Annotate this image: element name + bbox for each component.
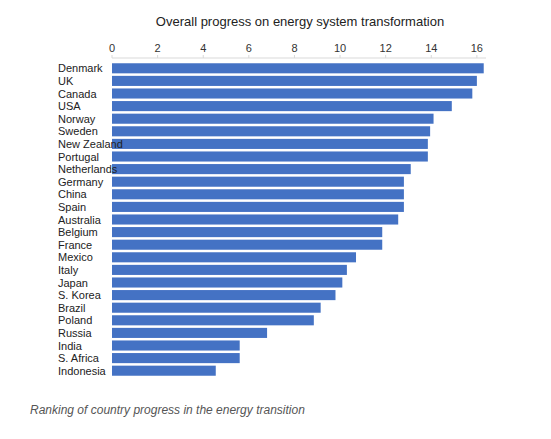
bar: [112, 240, 382, 250]
category-label: S. Africa: [58, 352, 100, 364]
category-label: Indonesia: [58, 365, 107, 377]
category-label: S. Korea: [58, 289, 102, 301]
bar: [112, 214, 398, 224]
bar: [112, 139, 428, 149]
bar: [112, 252, 356, 262]
category-label: Japan: [58, 277, 88, 289]
tick-label: 14: [425, 42, 437, 54]
category-label: Russia: [58, 327, 93, 339]
bar: [112, 88, 472, 98]
bar: [112, 151, 428, 161]
axis-line: [112, 58, 486, 59]
tick-mark: [431, 55, 432, 58]
bar: [112, 126, 430, 136]
category-label: Italy: [58, 264, 79, 276]
bar: [112, 114, 434, 124]
category-label: Germany: [58, 176, 104, 188]
category-label: India: [58, 340, 83, 352]
bar: [112, 366, 216, 376]
tick-label: 6: [246, 42, 252, 54]
tick-label: 4: [200, 42, 206, 54]
category-label: Canada: [58, 88, 97, 100]
bar: [112, 353, 240, 363]
category-label: Poland: [58, 314, 92, 326]
bar: [112, 177, 404, 187]
bar: [112, 290, 335, 300]
category-label: Spain: [58, 201, 86, 213]
category-label: UK: [58, 75, 74, 87]
bar: [112, 63, 484, 73]
tick-label: 8: [291, 42, 297, 54]
category-label: Sweden: [58, 125, 98, 137]
tick-label: 16: [471, 42, 483, 54]
tick-mark: [248, 55, 249, 58]
bar: [112, 265, 347, 275]
tick-mark: [385, 55, 386, 58]
tick-mark: [476, 55, 477, 58]
category-label: Belgium: [58, 226, 98, 238]
bar: [112, 164, 411, 174]
bar: [112, 202, 404, 212]
category-label: Australia: [58, 214, 102, 226]
bar: [112, 227, 382, 237]
caption: Ranking of country progress in the energ…: [30, 403, 305, 417]
tick-mark: [112, 55, 113, 58]
title: Overall progress on energy system transf…: [156, 14, 444, 29]
category-label: Netherlands: [58, 163, 118, 175]
tick-mark: [157, 55, 158, 58]
category-label: Brazil: [58, 302, 86, 314]
category-label: Denmark: [58, 62, 103, 74]
tick-mark: [340, 55, 341, 58]
tick-label: 0: [109, 42, 115, 54]
category-label: China: [58, 188, 88, 200]
bar: [112, 303, 321, 313]
category-label: USA: [58, 100, 81, 112]
bar: [112, 328, 267, 338]
chart: Overall progress on energy system transf…: [0, 0, 551, 439]
tick-mark: [294, 55, 295, 58]
category-label: Mexico: [58, 251, 93, 263]
tick-label: 12: [380, 42, 392, 54]
bars: [112, 63, 484, 375]
category-label: France: [58, 239, 92, 251]
tick-label: 2: [155, 42, 161, 54]
bar: [112, 315, 314, 325]
bar: [112, 101, 452, 111]
bar: [112, 76, 477, 86]
tick-mark: [203, 55, 204, 58]
bar: [112, 277, 342, 287]
category-label: Portugal: [58, 151, 99, 163]
bar: [112, 340, 240, 350]
tick-label: 10: [334, 42, 346, 54]
bar: [112, 189, 404, 199]
category-label: Norway: [58, 113, 96, 125]
category-label: New Zealand: [58, 138, 123, 150]
